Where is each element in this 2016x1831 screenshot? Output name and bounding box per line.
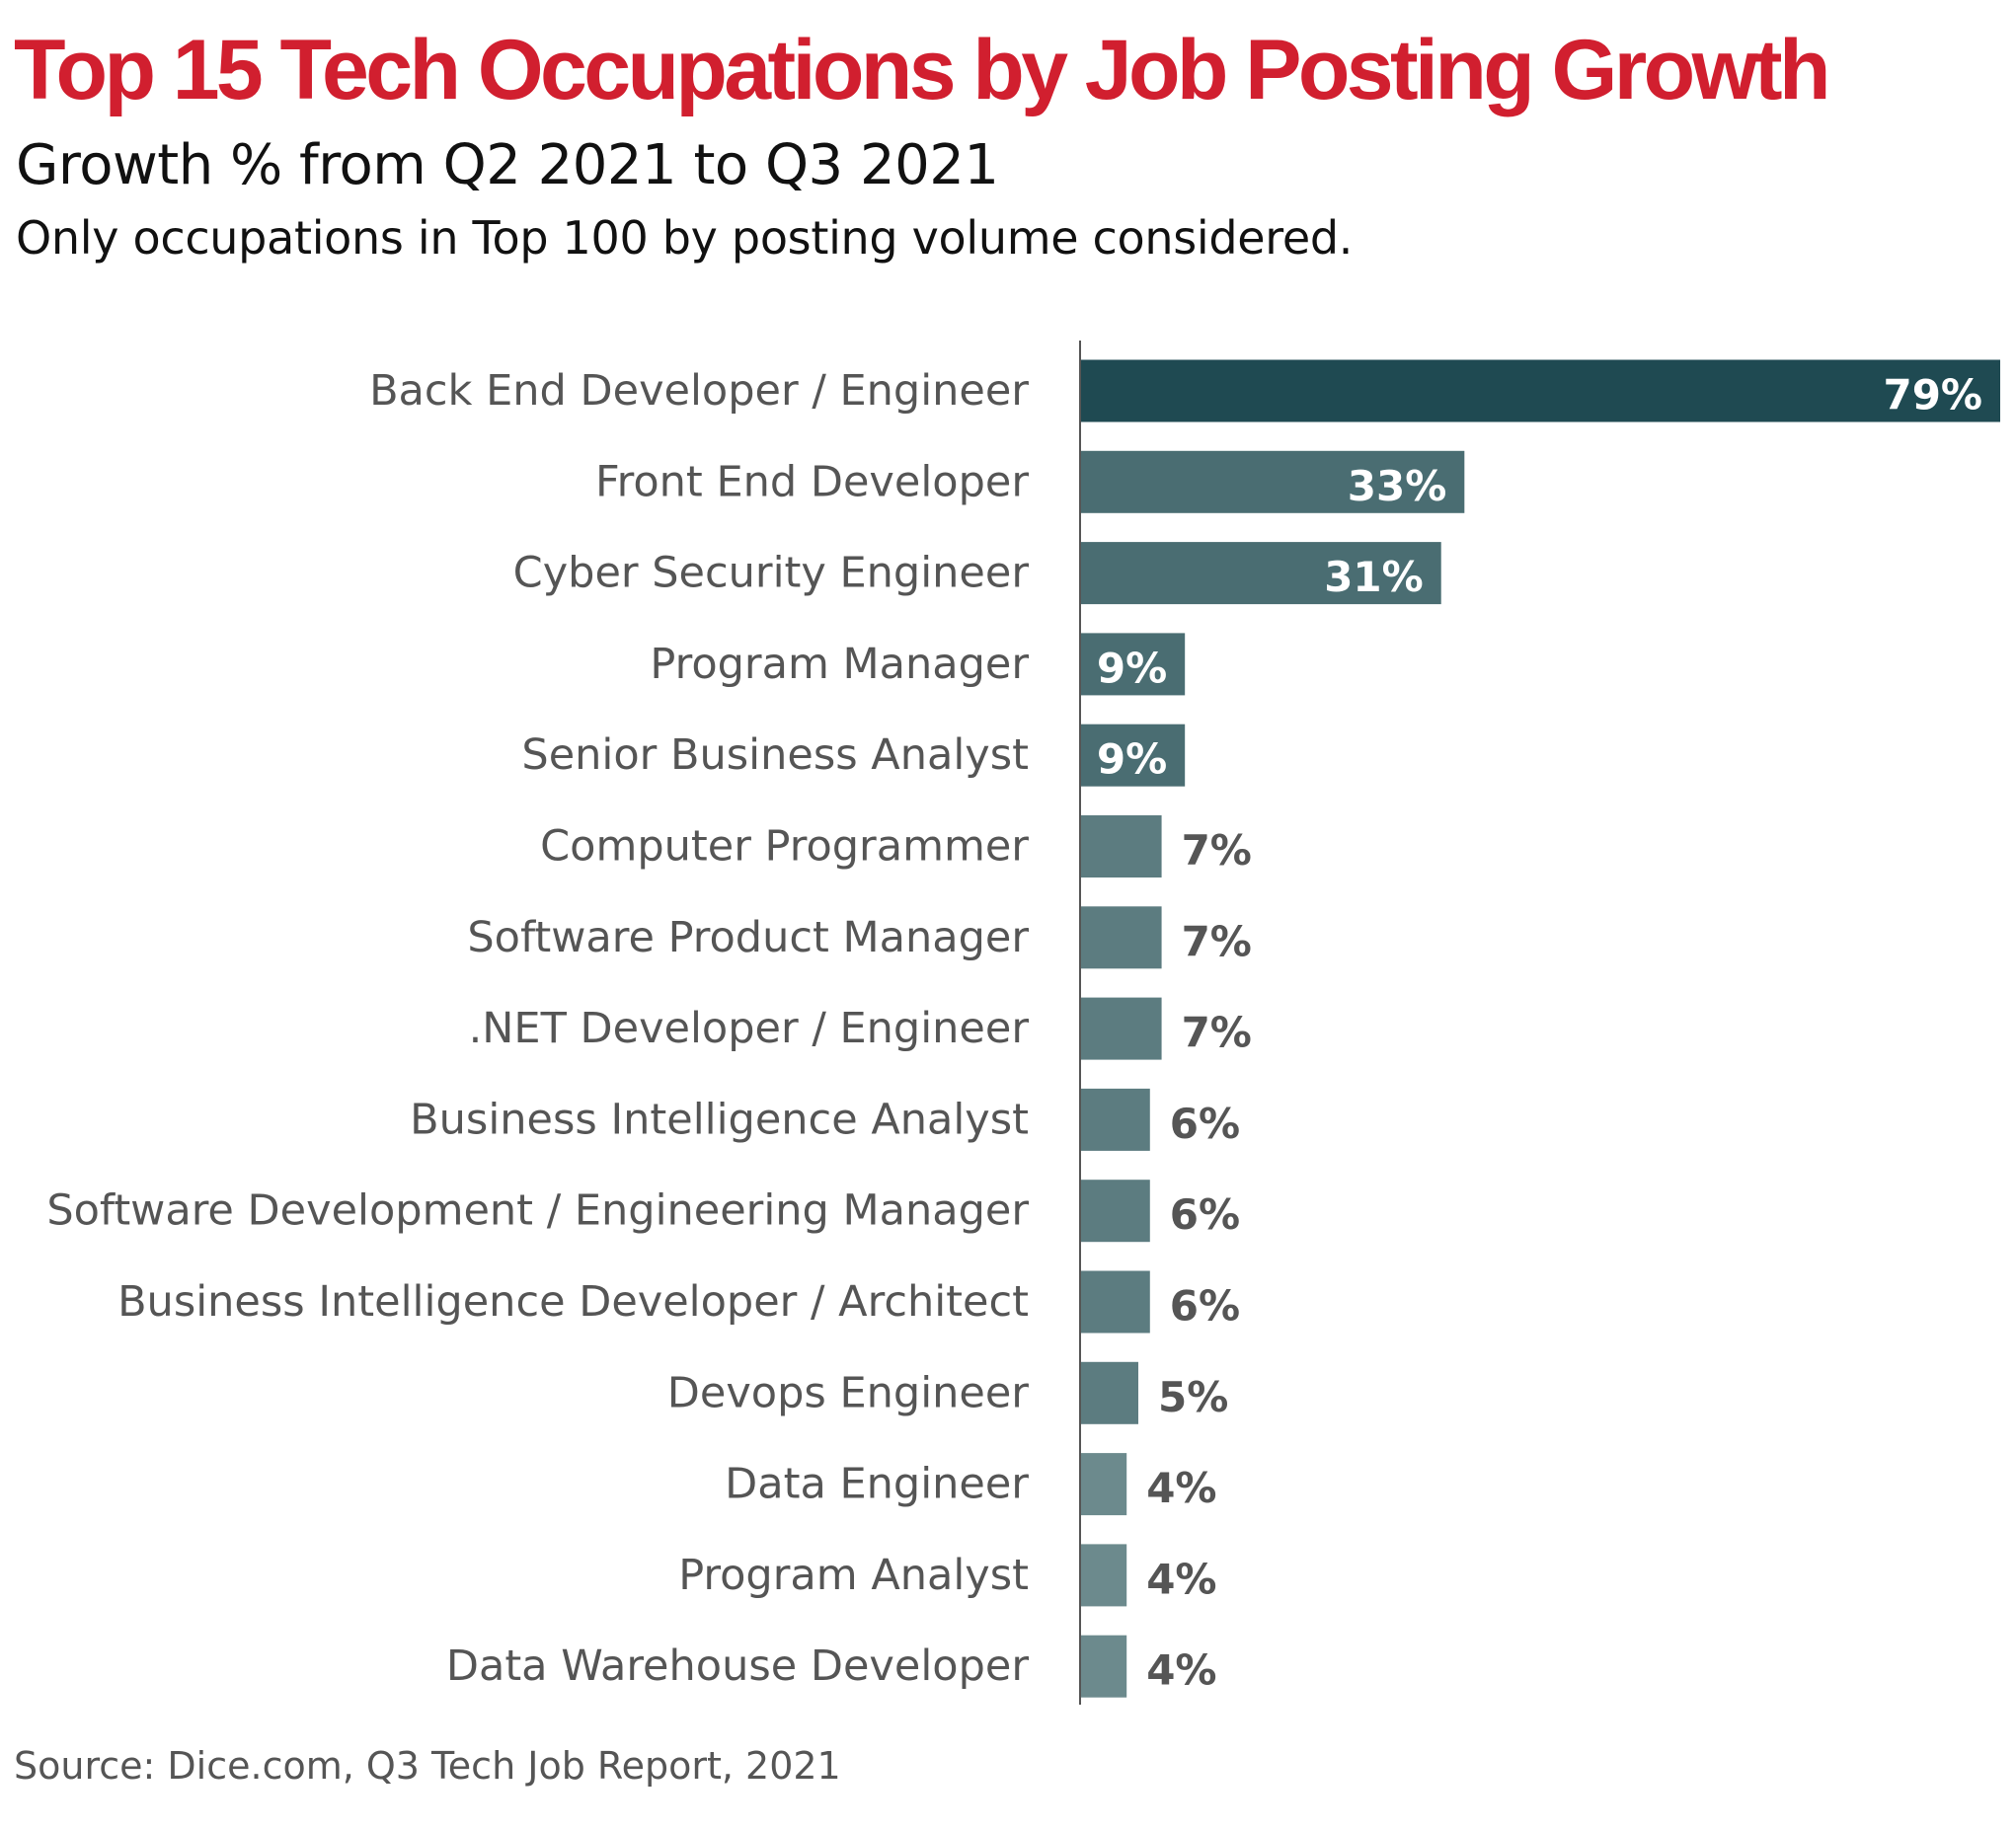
value-label: 33%: [1348, 462, 1447, 510]
category-label: Program Manager: [650, 640, 1029, 689]
category-label: Business Intelligence Analyst: [410, 1095, 1029, 1144]
value-label: 79%: [1883, 371, 1982, 420]
value-label: 4%: [1146, 1555, 1216, 1603]
value-label: 9%: [1097, 735, 1167, 784]
chart-note: Only occupations in Top 100 by posting v…: [16, 211, 1354, 265]
category-label: Devops Engineer: [667, 1368, 1030, 1417]
bar: [1080, 906, 1162, 969]
category-label: .NET Developer / Engineer: [469, 1004, 1030, 1053]
category-label: Business Intelligence Developer / Archit…: [117, 1277, 1029, 1327]
category-label: Software Product Manager: [467, 913, 1029, 962]
category-label: Software Development / Engineering Manag…: [46, 1186, 1029, 1236]
value-label: 4%: [1146, 1646, 1216, 1695]
bar: [1080, 997, 1162, 1060]
value-label: 9%: [1097, 644, 1167, 692]
value-label: 6%: [1170, 1282, 1240, 1331]
value-label: 6%: [1170, 1100, 1240, 1148]
bar: [1080, 633, 1186, 696]
value-label: 7%: [1182, 826, 1252, 875]
bar: [1080, 1361, 1138, 1424]
category-label: Computer Programmer: [540, 822, 1029, 872]
bar: [1080, 724, 1186, 787]
category-label: Data Engineer: [725, 1460, 1029, 1509]
bar: [1080, 359, 2000, 422]
bar: [1080, 1088, 1150, 1151]
bar: [1080, 542, 1441, 605]
value-label: 5%: [1158, 1373, 1228, 1421]
category-label: Program Analyst: [678, 1551, 1029, 1600]
value-label: 31%: [1324, 553, 1424, 601]
bar: [1080, 1180, 1150, 1243]
category-label: Back End Developer / Engineer: [369, 366, 1029, 416]
bar: [1080, 815, 1162, 877]
bar: [1080, 1635, 1127, 1698]
category-label: Cyber Security Engineer: [513, 549, 1030, 598]
bar: [1080, 450, 1465, 513]
chart-subtitle: Growth % from Q2 2021 to Q3 2021: [16, 133, 999, 197]
value-label: 7%: [1182, 1009, 1252, 1057]
value-label: 4%: [1146, 1464, 1216, 1512]
category-label: Data Warehouse Developer: [446, 1641, 1029, 1691]
value-label: 6%: [1170, 1190, 1240, 1239]
bar: [1080, 1270, 1150, 1334]
chart-title: Top 15 Tech Occupations by Job Posting G…: [14, 23, 1830, 117]
bar: [1080, 1544, 1127, 1607]
chart-source: Source: Dice.com, Q3 Tech Job Report, 20…: [14, 1744, 841, 1788]
category-label: Front End Developer: [595, 457, 1029, 506]
category-label: Senior Business Analyst: [521, 730, 1029, 780]
value-label: 7%: [1182, 917, 1252, 965]
bar: [1080, 1453, 1127, 1516]
